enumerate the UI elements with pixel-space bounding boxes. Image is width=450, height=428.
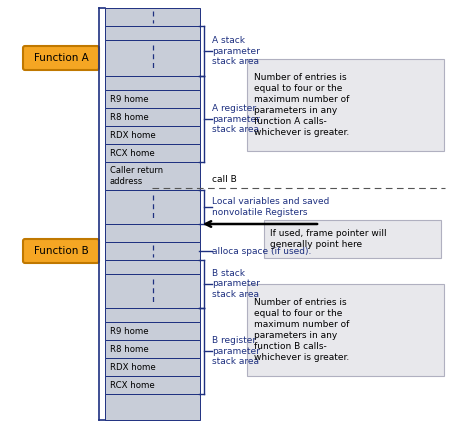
Text: R8 home: R8 home xyxy=(110,113,149,122)
Bar xyxy=(105,8,200,26)
Text: call B: call B xyxy=(212,175,237,184)
Text: R9 home: R9 home xyxy=(110,327,148,336)
Text: RDX home: RDX home xyxy=(110,131,156,140)
Text: alloca space (if used).: alloca space (if used). xyxy=(212,247,311,256)
Text: B stack
parameter
stack area: B stack parameter stack area xyxy=(212,269,260,299)
FancyBboxPatch shape xyxy=(247,59,444,151)
Bar xyxy=(105,26,200,40)
Bar xyxy=(105,308,200,322)
Bar xyxy=(105,126,200,144)
FancyBboxPatch shape xyxy=(264,220,441,258)
FancyBboxPatch shape xyxy=(247,284,444,376)
Text: Number of entries is
equal to four or the
maximum number of
parameters in any
fu: Number of entries is equal to four or th… xyxy=(254,73,349,137)
Bar xyxy=(105,76,200,90)
Text: Function B: Function B xyxy=(34,246,88,256)
FancyBboxPatch shape xyxy=(23,239,99,263)
Bar xyxy=(105,322,200,340)
Text: R8 home: R8 home xyxy=(110,345,149,354)
Bar xyxy=(105,90,200,108)
Text: B register
parameter
stack area: B register parameter stack area xyxy=(212,336,260,366)
Bar xyxy=(105,224,200,242)
Text: Caller return
address: Caller return address xyxy=(110,166,163,186)
Bar xyxy=(105,162,200,190)
Text: A register
parameter
stack area: A register parameter stack area xyxy=(212,104,260,134)
Bar xyxy=(105,242,200,260)
Text: If used, frame pointer will
generally point here: If used, frame pointer will generally po… xyxy=(270,229,387,249)
Text: Number of entries is
equal to four or the
maximum number of
parameters in any
fu: Number of entries is equal to four or th… xyxy=(254,298,349,362)
Bar xyxy=(105,274,200,308)
Bar xyxy=(105,376,200,394)
Bar xyxy=(105,260,200,274)
Bar xyxy=(105,394,200,420)
Bar xyxy=(105,358,200,376)
Text: Function A: Function A xyxy=(34,53,88,63)
Text: A stack
parameter
stack area: A stack parameter stack area xyxy=(212,36,260,66)
Text: RCX home: RCX home xyxy=(110,149,155,158)
FancyBboxPatch shape xyxy=(23,46,99,70)
Bar xyxy=(105,190,200,224)
Text: RDX home: RDX home xyxy=(110,363,156,372)
Text: R9 home: R9 home xyxy=(110,95,148,104)
Bar xyxy=(105,108,200,126)
Bar xyxy=(105,144,200,162)
Text: RCX home: RCX home xyxy=(110,380,155,389)
Bar xyxy=(105,40,200,76)
Bar xyxy=(105,340,200,358)
Text: Local variables and saved
nonvolatile Registers: Local variables and saved nonvolatile Re… xyxy=(212,197,329,217)
